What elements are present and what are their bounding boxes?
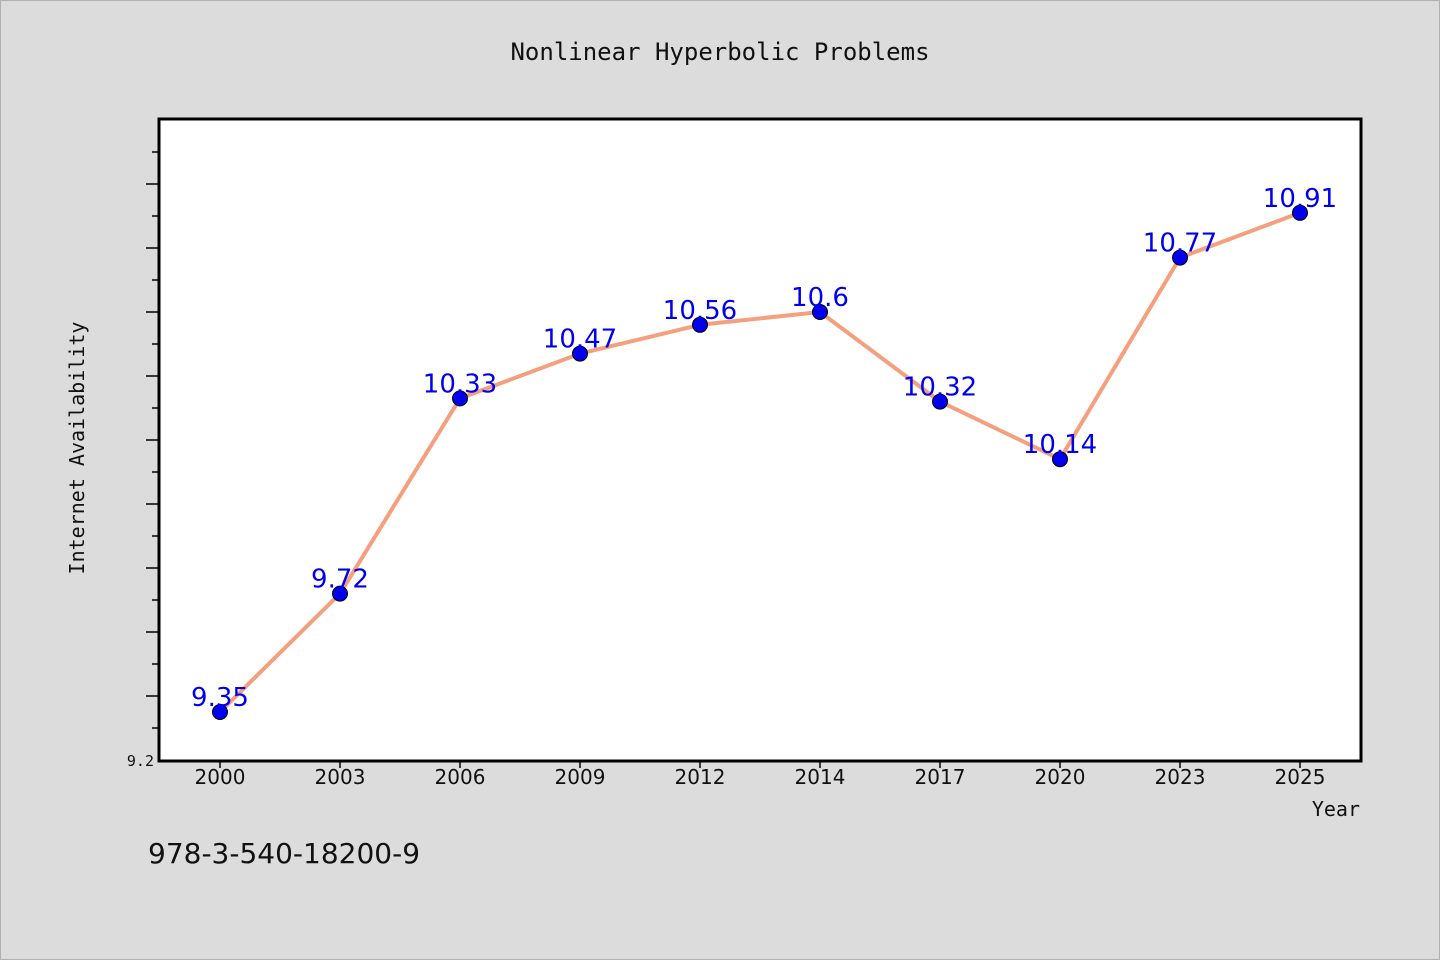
data-point	[452, 390, 468, 407]
series-markers	[212, 204, 1308, 720]
data-point	[812, 304, 828, 320]
data-label: 10.6	[791, 283, 849, 313]
x-tick-label: 2017	[915, 765, 966, 789]
y-tick-label: 9.2	[127, 752, 154, 770]
data-label: 10.47	[543, 325, 617, 355]
x-tick-label: 2025	[1275, 765, 1326, 789]
data-point	[1172, 249, 1188, 266]
data-point	[332, 585, 348, 602]
data-label: 9.72	[311, 565, 369, 595]
x-tick-label: 2012	[675, 765, 726, 789]
data-point	[692, 316, 708, 333]
chart-title: Nonlinear Hyperbolic Problems	[510, 38, 929, 66]
x-tick-label: 2009	[555, 765, 606, 789]
y-axis-label: Internet Availability	[65, 322, 89, 575]
data-label: 10.91	[1263, 184, 1337, 214]
x-tick-label: 2020	[1035, 765, 1086, 789]
data-label: 10.77	[1143, 229, 1217, 259]
data-label: 10.32	[903, 373, 977, 403]
x-tick-label: 2003	[315, 765, 366, 789]
plot-area	[157, 117, 1363, 763]
x-axis-ticks: 2000 2003 2006 2009 2012 2014 2017 2020 2023 2025	[195, 760, 1326, 789]
x-tick-label: 2006	[435, 765, 486, 789]
data-point	[1052, 451, 1068, 468]
x-tick-label: 2023	[1155, 765, 1206, 789]
data-point	[572, 345, 588, 362]
data-label: 10.14	[1023, 430, 1097, 460]
x-tick-label: 2014	[795, 765, 846, 789]
data-label: 10.56	[663, 296, 737, 326]
footer-text: 978-3-540-18200-9	[148, 837, 420, 870]
x-axis-label: Year	[1312, 797, 1360, 821]
data-point	[212, 704, 228, 720]
x-tick-label: 2000	[195, 765, 246, 789]
data-label: 9.35	[191, 683, 249, 713]
data-labels: 9.35 9.72 10.33 10.47 10.56 10.6 10.32 10.14 10.…	[191, 184, 1337, 713]
data-point	[932, 393, 948, 410]
series-line	[218, 210, 1301, 714]
data-point	[1292, 204, 1308, 221]
data-label: 10.33	[423, 369, 497, 399]
y-axis-ticks: 9.2	[127, 151, 160, 770]
